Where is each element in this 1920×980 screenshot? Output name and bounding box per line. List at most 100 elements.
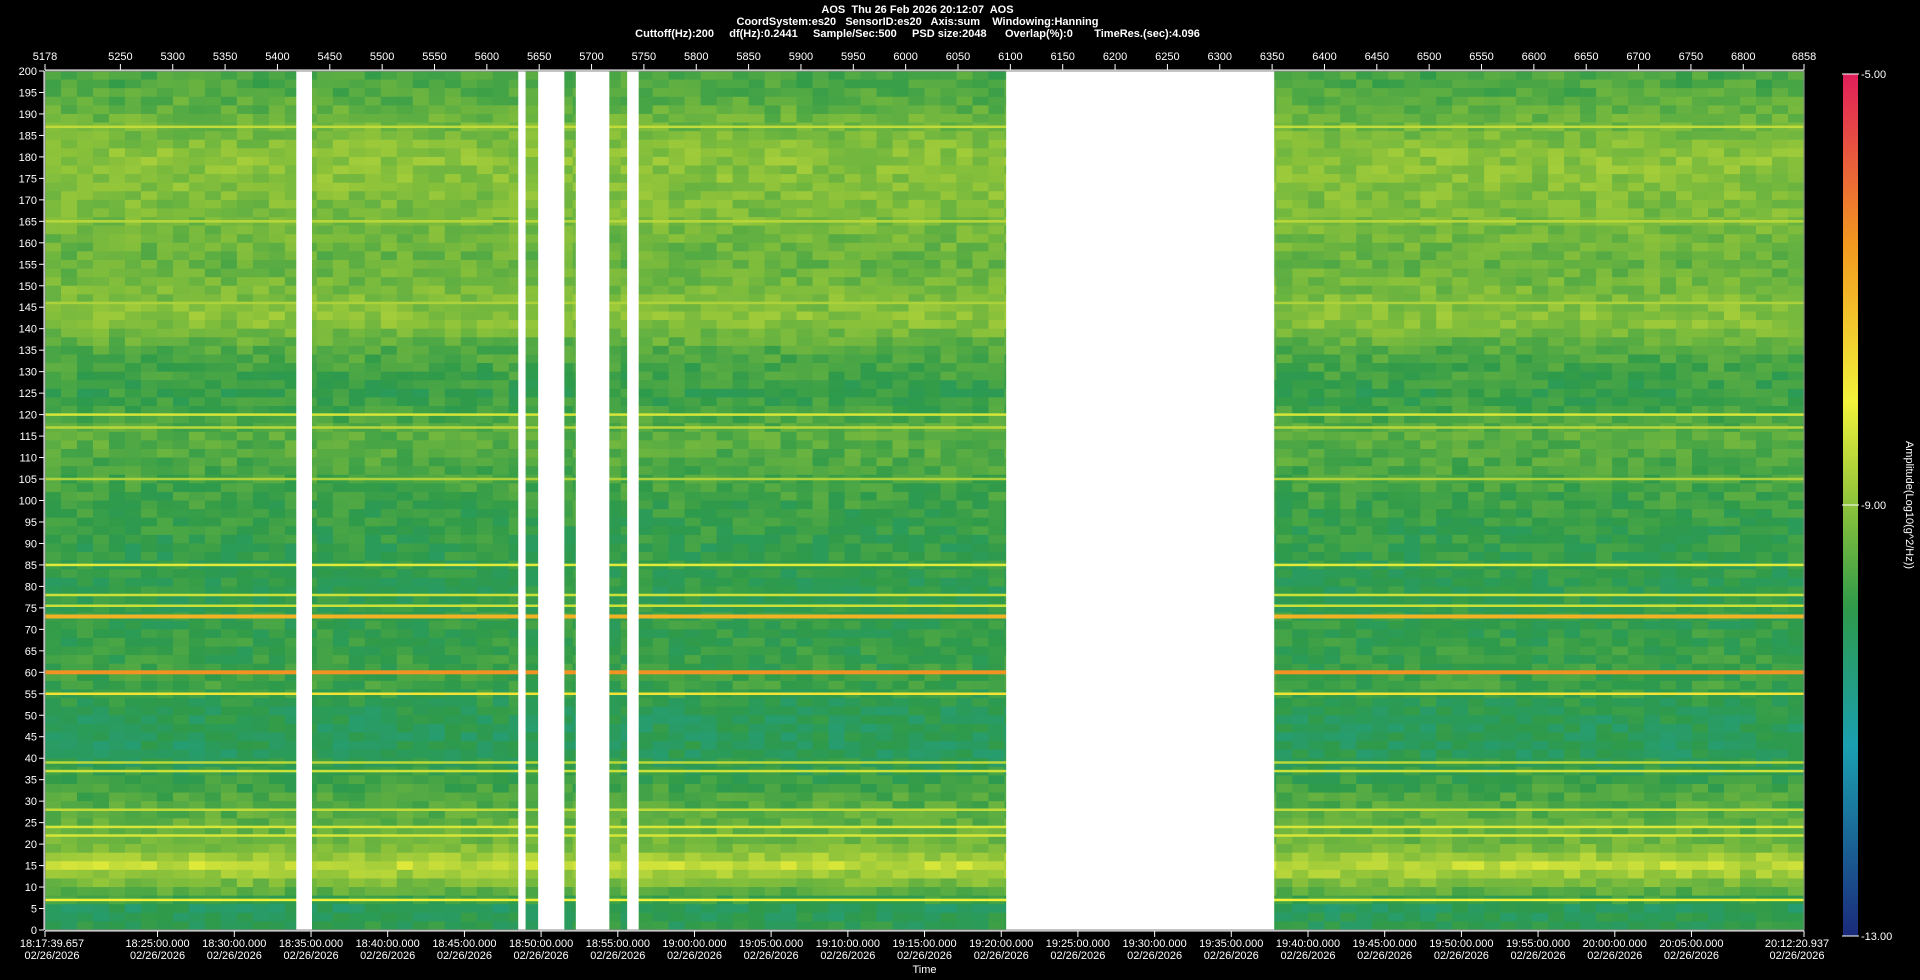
heat-cell <box>1532 96 1549 106</box>
heat-cell <box>1532 328 1549 338</box>
heat-cell <box>1436 302 1453 313</box>
heat-cell <box>348 234 366 244</box>
heat-cell <box>444 406 462 416</box>
heat-cell <box>812 148 830 158</box>
heat-cell <box>1276 96 1293 106</box>
heat-cell <box>908 311 926 321</box>
heat-cell <box>1756 311 1773 321</box>
heat-cell <box>45 311 62 321</box>
heat-cell <box>284 363 302 373</box>
heat-cell <box>1404 234 1421 244</box>
heat-cell <box>332 259 350 270</box>
heat-cell <box>1340 96 1357 106</box>
heat-cell <box>1644 277 1661 287</box>
heat-cell <box>556 88 574 98</box>
heat-cell <box>45 320 62 330</box>
heat-cell <box>1324 88 1341 98</box>
heat-cell <box>1484 363 1501 373</box>
heat-cell <box>892 225 910 235</box>
heat-cell <box>1372 345 1389 356</box>
heat-cell <box>956 79 974 89</box>
heat-cell <box>1420 242 1437 252</box>
heat-cell <box>1500 337 1517 347</box>
heat-cell <box>1308 268 1325 278</box>
heat-cell <box>45 251 62 261</box>
heat-cell <box>1580 242 1597 252</box>
heat-cell <box>108 431 126 441</box>
heat-cell <box>652 71 670 81</box>
heat-cell <box>604 388 622 399</box>
heat-cell <box>732 448 750 459</box>
heat-cell <box>92 311 110 321</box>
heat-cell <box>1276 191 1293 201</box>
heat-cell <box>316 139 334 149</box>
heat-cell <box>652 174 670 184</box>
heat-cell <box>476 79 494 89</box>
heat-cell <box>1292 354 1309 364</box>
heat-cell <box>1756 380 1773 390</box>
heat-cell <box>1452 113 1469 124</box>
heat-cell <box>1372 191 1389 201</box>
heat-cell <box>684 259 702 270</box>
heat-cell <box>1628 294 1645 304</box>
heat-cell <box>1612 234 1629 244</box>
heat-cell <box>1772 105 1789 115</box>
heat-cell <box>1724 337 1741 347</box>
heat-cell <box>860 234 878 244</box>
heat-cell <box>1596 311 1613 321</box>
heat-cell <box>732 285 750 295</box>
heat-cell <box>236 105 254 115</box>
heat-cell <box>1356 363 1373 373</box>
heat-cell <box>1660 268 1677 278</box>
heat-cell <box>1564 71 1581 81</box>
heat-cell <box>972 165 990 175</box>
heat-cell <box>796 380 814 390</box>
heat-cell <box>428 96 446 106</box>
heat-cell <box>972 328 990 338</box>
heat-cell <box>956 268 974 278</box>
heat-cell <box>1692 431 1709 441</box>
heat-cell <box>1532 277 1549 287</box>
heat-cell <box>844 311 862 321</box>
heat-cell <box>764 182 782 192</box>
heat-cell <box>1404 285 1421 295</box>
heat-cell <box>1484 448 1501 459</box>
heat-cell <box>45 242 62 252</box>
heat-cell <box>412 363 430 373</box>
heat-cell <box>476 328 494 338</box>
heat-cell <box>140 354 158 364</box>
heat-cell <box>172 328 190 338</box>
heat-cell <box>844 320 862 330</box>
heat-cell <box>604 131 622 141</box>
heat-cell <box>860 225 878 235</box>
heat-cell <box>252 148 270 158</box>
heat-cell <box>1484 131 1501 141</box>
heat-cell <box>348 457 366 467</box>
heat-cell <box>716 139 734 149</box>
heat-cell <box>76 277 94 287</box>
heat-cell <box>1740 165 1757 175</box>
heat-cell <box>156 199 174 210</box>
heat-cell <box>188 71 206 81</box>
heat-cell <box>1308 320 1325 330</box>
heat-cell <box>828 113 846 124</box>
heat-cell <box>124 268 142 278</box>
heat-cell <box>1292 406 1309 416</box>
heat-cell <box>780 354 798 364</box>
heat-cell <box>988 96 1006 106</box>
heat-cell <box>732 345 750 356</box>
heat-cell <box>1420 440 1437 450</box>
heat-cell <box>60 174 78 184</box>
heat-cell <box>652 268 670 278</box>
heat-cell <box>1644 259 1661 270</box>
heat-cell <box>876 294 894 304</box>
heat-cell <box>1436 397 1453 407</box>
heat-cell <box>460 156 478 167</box>
heat-cell <box>1740 328 1757 338</box>
heat-cell <box>1388 182 1405 192</box>
heat-cell <box>812 191 830 201</box>
heat-cell <box>76 448 94 459</box>
heat-cell <box>1436 440 1453 450</box>
heat-cell <box>716 174 734 184</box>
heat-cell <box>332 174 350 184</box>
